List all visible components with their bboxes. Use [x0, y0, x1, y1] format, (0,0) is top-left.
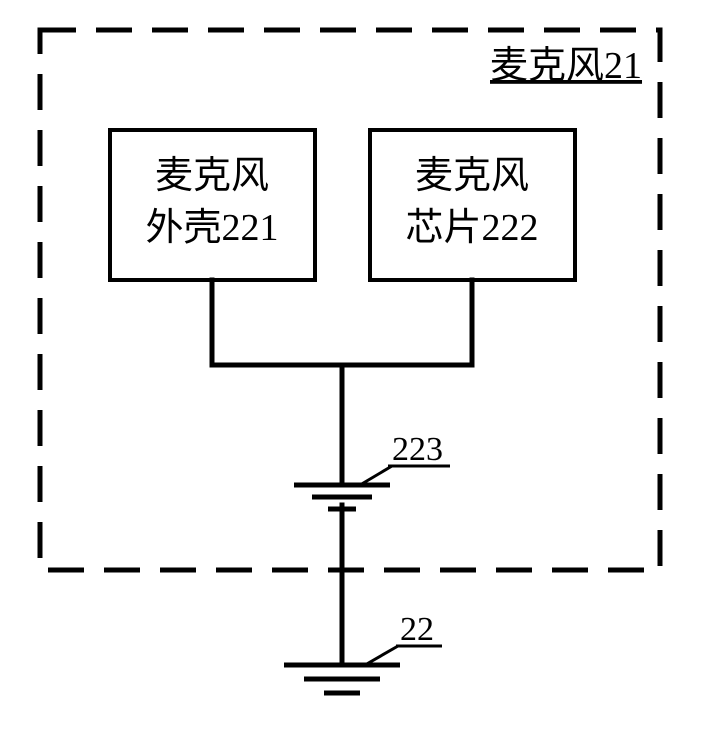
node-chip: [370, 130, 575, 280]
outer-box-title: 麦克风21: [490, 45, 642, 87]
diagram-canvas: 麦克风21 麦克风外壳221 麦克风芯片222 223 22: [0, 0, 702, 742]
node-chip-line1: 麦克风: [415, 155, 529, 197]
node-shell-line2: 外壳221: [145, 207, 278, 249]
outer-dashed-box: [40, 30, 660, 570]
inner_ground-leader: [360, 466, 392, 485]
outer_ground-label: 22: [400, 611, 434, 648]
node-shell-line1: 麦克风: [155, 155, 269, 197]
node-chip-line2: 芯片222: [405, 207, 538, 249]
outer_ground-leader: [365, 646, 398, 665]
inner_ground-label: 223: [392, 431, 443, 468]
node-shell: [110, 130, 315, 280]
